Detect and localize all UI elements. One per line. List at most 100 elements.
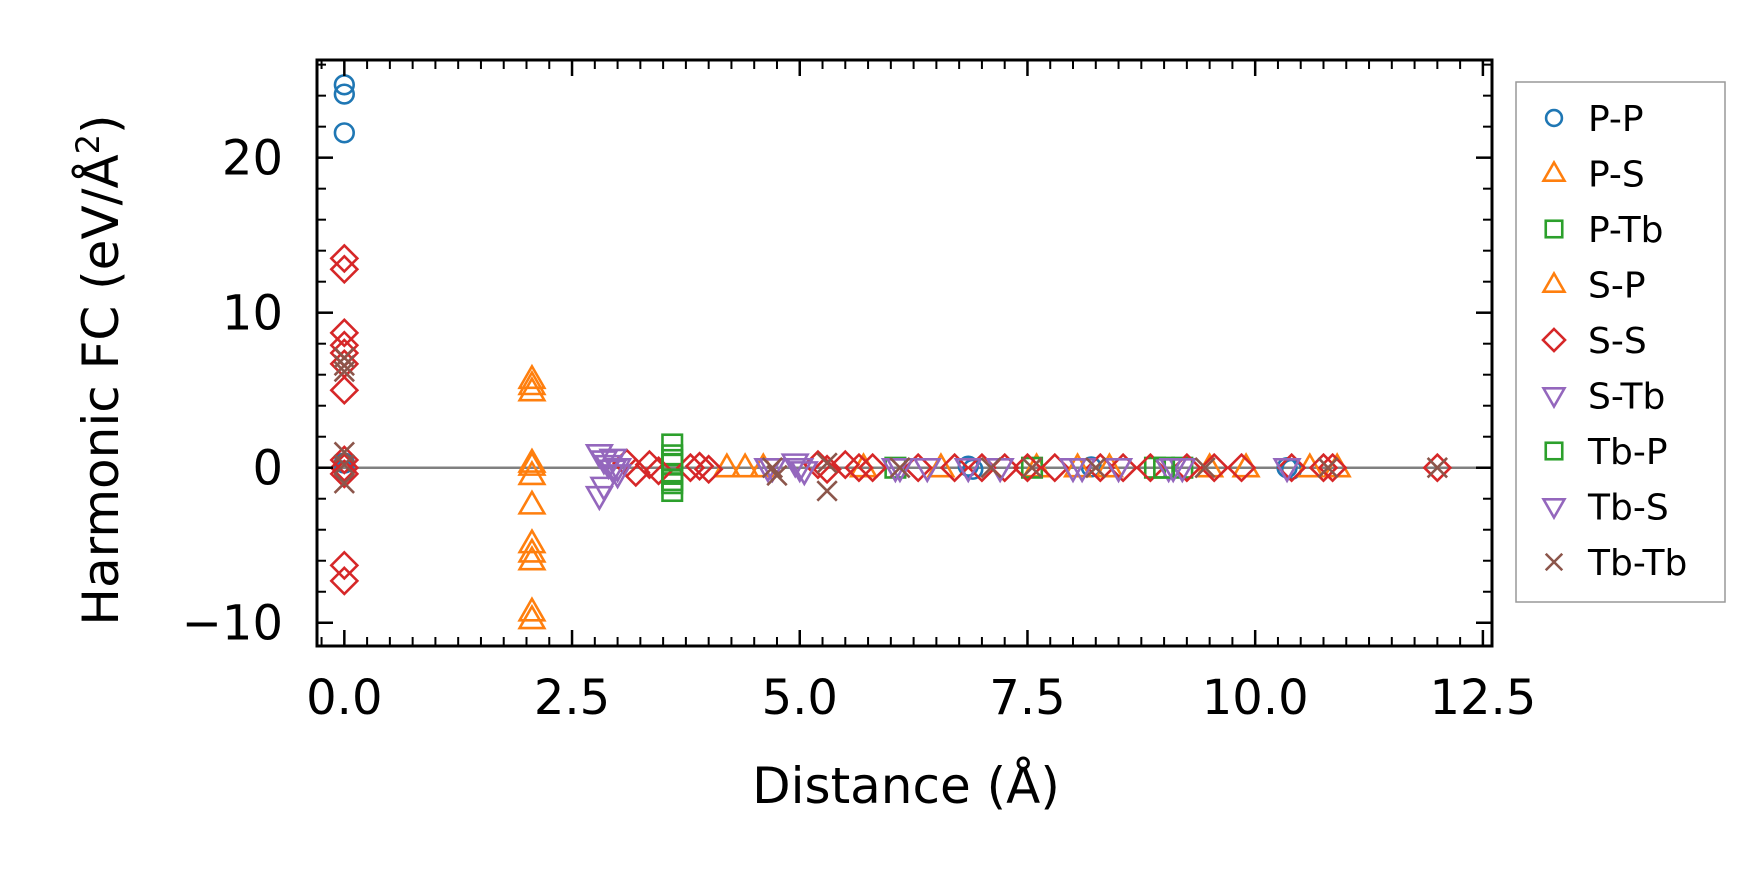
data-point-tb-tb — [766, 464, 788, 487]
data-point-p-p — [333, 122, 355, 144]
data-point-tb-s — [602, 457, 633, 484]
data-point-p-s — [517, 489, 547, 515]
legend: P-P P-S P-Tb S-P S-S S-Tb Tb-P Tb-S Tb-Tb — [1515, 81, 1726, 603]
data-point-s-s — [634, 449, 665, 480]
data-point-p-s — [517, 447, 547, 473]
legend-label: P-S — [1588, 155, 1645, 196]
data-point-tb-tb — [816, 480, 838, 502]
data-point-p-s — [517, 545, 547, 571]
data-point-s-s — [329, 318, 360, 348]
series-tb-tb — [333, 346, 1449, 502]
legend-entry: P-Tb — [1544, 210, 1663, 251]
data-point-tb-tb — [980, 457, 1002, 479]
legend-label: Tb-Tb — [1587, 543, 1687, 584]
legend-marker-tb-p — [1544, 441, 1564, 461]
data-point-s-tb — [953, 457, 983, 484]
data-point-s-tb — [1272, 457, 1302, 484]
y-axis-label-main: Harmonic FC (eV/Å — [72, 154, 130, 625]
data-point-s-tb — [598, 459, 628, 485]
legend-entry: Tb-S — [1541, 488, 1669, 529]
data-point-tb-p — [661, 469, 684, 492]
data-point-s-s — [939, 452, 970, 483]
data-point-p-s — [730, 452, 760, 478]
data-point-tb-tb — [333, 453, 355, 476]
data-point-p-s — [517, 376, 547, 402]
data-point-tb-s — [885, 457, 915, 484]
legend-entry: S-P — [1541, 266, 1646, 307]
data-point-s-s — [1108, 452, 1138, 483]
x-tick-label: 10.0 — [1202, 670, 1309, 726]
data-point-s-p — [1062, 452, 1093, 478]
data-point-s-s — [329, 375, 360, 406]
legend-marker-s-tb — [1541, 387, 1567, 410]
data-point-tb-tb — [1194, 457, 1216, 479]
data-point-tb-tb — [333, 472, 355, 494]
legend-entry: S-S — [1541, 321, 1647, 362]
data-point-tb-s — [785, 457, 815, 484]
legend-marker-s-s — [1541, 327, 1567, 353]
legend-entry: P-P — [1544, 99, 1644, 140]
data-point-s-s — [857, 452, 888, 483]
legend-label: Tb-P — [1587, 432, 1668, 473]
data-point-tb-s — [1158, 457, 1188, 484]
legend-label: S-P — [1588, 266, 1646, 307]
data-point-tb-s — [757, 457, 788, 484]
data-point-s-s — [329, 254, 360, 285]
data-point-s-tb — [589, 450, 619, 476]
legend-entry: Tb-P — [1544, 432, 1668, 473]
data-point-p-s — [517, 596, 547, 622]
data-point-tb-tb — [1021, 457, 1043, 479]
x-tick-label: 2.5 — [534, 670, 610, 726]
data-point-s-p — [517, 450, 547, 476]
data-point-s-s — [1226, 452, 1257, 483]
data-point-p-s — [517, 459, 547, 486]
legend-marker-p-s — [1541, 159, 1567, 182]
y-tick-label: 0 — [252, 441, 283, 497]
legend-marker-s-p — [1541, 270, 1567, 293]
series-tb-s — [598, 448, 1188, 484]
data-point-p-s — [517, 528, 547, 554]
data-point-tb-tb — [1317, 457, 1339, 479]
data-point-s-s — [329, 550, 360, 581]
legend-marker-tb-s — [1541, 498, 1567, 521]
data-points — [329, 74, 1453, 630]
data-point-s-s — [1199, 452, 1230, 483]
data-point-s-s — [329, 459, 360, 489]
data-point-s-s — [693, 454, 724, 485]
data-point-s-s — [1422, 452, 1453, 483]
data-point-s-s — [329, 243, 360, 274]
y-axis-label: Harmonic FC (eV/Å2) — [69, 114, 130, 625]
legend-marker-p-tb — [1544, 219, 1564, 239]
x-tick-label: 7.5 — [989, 670, 1065, 726]
x-tick-label: 12.5 — [1429, 670, 1536, 726]
plot-frame — [315, 58, 1494, 648]
data-point-p-s — [517, 369, 547, 396]
x-tick-label: 5.0 — [762, 670, 838, 726]
data-point-s-s — [812, 454, 842, 485]
y-tick-label: 20 — [222, 131, 283, 187]
x-tick-label: 0.0 — [306, 670, 382, 726]
data-point-p-p — [333, 83, 355, 105]
legend-entry: Tb-Tb — [1544, 543, 1687, 584]
legend-marker-tb-tb — [1544, 552, 1564, 572]
legend-label: P-Tb — [1588, 210, 1663, 251]
data-point-s-tb — [912, 457, 942, 484]
y-axis-label-close: ) — [72, 114, 130, 134]
y-tick-label: 10 — [222, 286, 283, 342]
legend-entry: S-Tb — [1541, 377, 1665, 418]
y-tick-label: −10 — [182, 596, 283, 652]
data-point-s-tb — [584, 485, 614, 512]
legend-label: S-Tb — [1588, 377, 1665, 418]
legend-entry: P-S — [1541, 155, 1645, 196]
data-point-s-tb — [780, 453, 810, 479]
data-point-s-s — [1276, 452, 1307, 483]
data-point-s-s — [844, 452, 874, 483]
y-axis-label-sup: 2 — [69, 134, 107, 154]
data-point-p-s — [712, 452, 742, 478]
data-point-tb-tb — [1426, 457, 1449, 479]
data-point-p-s — [517, 363, 547, 390]
legend-marker-p-p — [1544, 108, 1564, 128]
